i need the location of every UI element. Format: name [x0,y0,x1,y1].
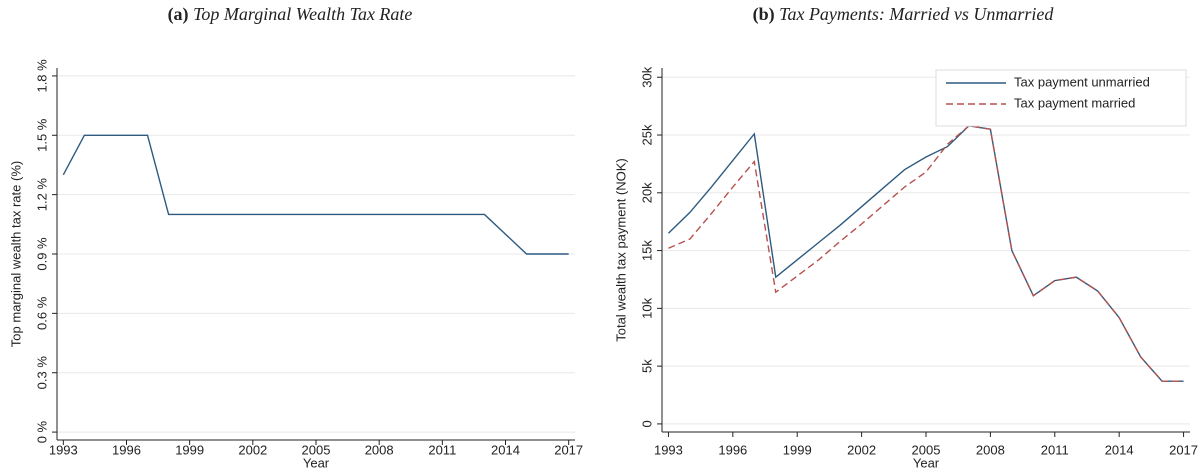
data-line [667,125,1184,382]
panel-label: (a) [168,4,189,25]
x-tick-label: 2002 [847,442,876,457]
x-tick-label: 2005 [302,442,331,457]
data-line [668,125,1184,382]
y-tick-label: 1.2 % [34,178,49,212]
legend-box [935,69,1187,127]
title-text: Tax Payments: Married vs Unmarried [779,4,1054,24]
x-tick-label: 1996 [718,442,747,457]
x-tick-label: 2011 [1041,442,1069,457]
y-axis-label: Top marginal wealth tax rate (%) [8,161,23,347]
y-tick-label: 0 % [34,420,49,443]
x-tick-label: 2011 [428,442,456,457]
chart-title: (b) Tax Payments: Married vs Unmarried [753,4,1055,25]
x-axis-label: Year [913,455,940,470]
x-tick-label: 2002 [238,442,267,457]
x-tick-label: 1993 [654,442,683,457]
legend: Tax payment unmarried Tax payment married [935,69,1187,127]
legend-label: Tax payment unmarried [1014,74,1150,89]
panel: (a) Top Marginal Wealth Tax Rate 0 % 0.3 %… [8,4,583,470]
x-tick-label: 2017 [554,442,583,457]
y-tick-label: 1.5 % [34,118,49,152]
y-axis-label: Total wealth tax payment (NOK) [613,158,628,342]
legend-label: Tax payment married [1014,95,1135,110]
y-tick-label: 1.8 % [34,59,49,93]
y-tick-label: 30k [639,66,654,87]
x-tick-label: 2017 [1169,442,1198,457]
x-tick-label: 2005 [912,442,941,457]
data-line [62,134,569,255]
x-tick-label: 1996 [112,442,141,457]
y-tick-label: 0 [639,420,654,427]
panel: (b) Tax Payments: Married vs Unmarried 0 5… [613,4,1198,470]
y-tick-label: 0.9 % [34,237,49,271]
y-tick-label: 15k [639,240,654,261]
y-tick-label: 25k [639,124,654,145]
x-tick-label: 1999 [175,442,204,457]
x-tick-label: 1993 [49,442,78,457]
title-text: Top Marginal Wealth Tax Rate [193,4,412,24]
chart-title: (a) Top Marginal Wealth Tax Rate [168,4,413,25]
x-axis-label: Year [303,455,330,470]
y-tick-label: 0.6 % [34,296,49,330]
x-tick-label: 2008 [365,442,394,457]
y-tick-label: 10k [639,297,654,318]
panel-label: (b) [753,4,775,25]
x-tick-label: 2014 [491,442,520,457]
x-tick-label: 1999 [783,442,812,457]
x-tick-label: 2008 [976,442,1005,457]
y-tick-label: 20k [639,182,654,203]
x-tick-label: 2014 [1105,442,1134,457]
y-tick-label: 5k [639,359,654,373]
y-tick-label: 0.3 % [34,356,49,390]
